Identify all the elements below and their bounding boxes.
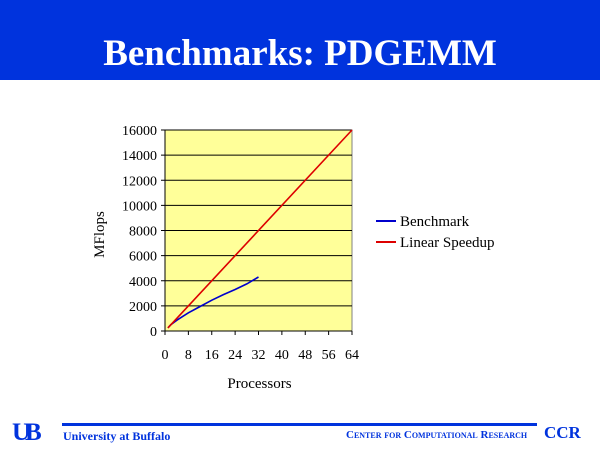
title-bar (0, 0, 600, 80)
legend: Benchmark Linear Speedup (376, 214, 495, 251)
footer-rule (62, 423, 537, 426)
x-tick-label: 32 (252, 348, 266, 363)
ub-logo: UB (12, 419, 42, 446)
tick-labels: 0 2000 4000 6000 8000 10000 12000 14000 16000 0 8 1… (122, 124, 359, 363)
x-tick-label: 56 (322, 348, 336, 363)
ccr-abbrev: CCR (544, 423, 581, 442)
x-axis-label: Processors (227, 376, 291, 392)
y-tick-label: 10000 (122, 199, 157, 214)
center-name: Center for Computational Research (346, 429, 528, 441)
y-tick-label: 14000 (122, 149, 157, 164)
x-tick-label: 24 (228, 348, 242, 363)
slide-title: Benchmarks: PDGEMM (103, 33, 497, 74)
x-tick-label: 8 (185, 348, 192, 363)
x-tick-label: 0 (162, 348, 169, 363)
y-tick-label: 4000 (129, 275, 157, 290)
y-tick-label: 12000 (122, 174, 157, 189)
y-tick-label: 6000 (129, 250, 157, 265)
university-name: University at Buffalo (63, 429, 171, 443)
series-line-linear-speedup (167, 129, 353, 329)
x-tick-label: 48 (298, 348, 312, 363)
series-line-benchmark (167, 276, 259, 329)
x-tick-label: 64 (345, 348, 359, 363)
y-axis-label: MFlops (92, 211, 108, 258)
y-tick-label: 16000 (122, 124, 157, 139)
y-tick-label: 0 (150, 325, 157, 340)
legend-label: Linear Speedup (400, 235, 495, 251)
x-tick-label: 40 (275, 348, 289, 363)
y-tick-label: 8000 (129, 225, 157, 240)
y-tick-label: 2000 (129, 300, 157, 315)
x-tick-label: 16 (205, 348, 219, 363)
series-lines (167, 129, 353, 329)
chart: 0 2000 4000 6000 8000 10000 12000 14000 16000 0 8 1… (92, 124, 495, 392)
legend-label: Benchmark (400, 214, 470, 230)
